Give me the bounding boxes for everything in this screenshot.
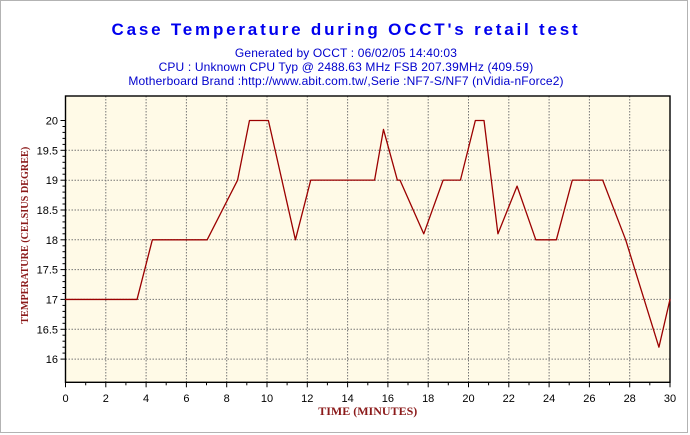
svg-text:28: 28: [624, 393, 636, 405]
svg-text:19: 19: [46, 175, 58, 187]
svg-text:17: 17: [46, 294, 58, 306]
svg-text:12: 12: [301, 393, 313, 405]
svg-text:18: 18: [422, 393, 434, 405]
svg-text:TEMPERATURE (CELSIUS DEGREE): TEMPERATURE (CELSIUS DEGREE): [20, 147, 31, 324]
svg-text:16: 16: [46, 354, 58, 366]
svg-text:0: 0: [62, 393, 68, 405]
svg-text:10: 10: [261, 393, 273, 405]
svg-text:18: 18: [46, 235, 58, 247]
svg-text:24: 24: [543, 393, 555, 405]
svg-text:6: 6: [183, 393, 189, 405]
svg-text:8: 8: [224, 393, 230, 405]
svg-text:18.5: 18.5: [37, 205, 58, 217]
svg-text:26: 26: [583, 393, 595, 405]
svg-text:22: 22: [503, 393, 515, 405]
svg-text:17.5: 17.5: [37, 265, 58, 277]
svg-text:20: 20: [46, 116, 58, 128]
svg-text:TIME (MINUTES): TIME (MINUTES): [318, 404, 417, 418]
svg-text:16.5: 16.5: [37, 324, 58, 336]
svg-text:30: 30: [664, 393, 676, 405]
svg-text:20: 20: [462, 393, 474, 405]
svg-text:19.5: 19.5: [37, 145, 58, 157]
svg-text:2: 2: [103, 393, 109, 405]
svg-text:4: 4: [143, 393, 149, 405]
